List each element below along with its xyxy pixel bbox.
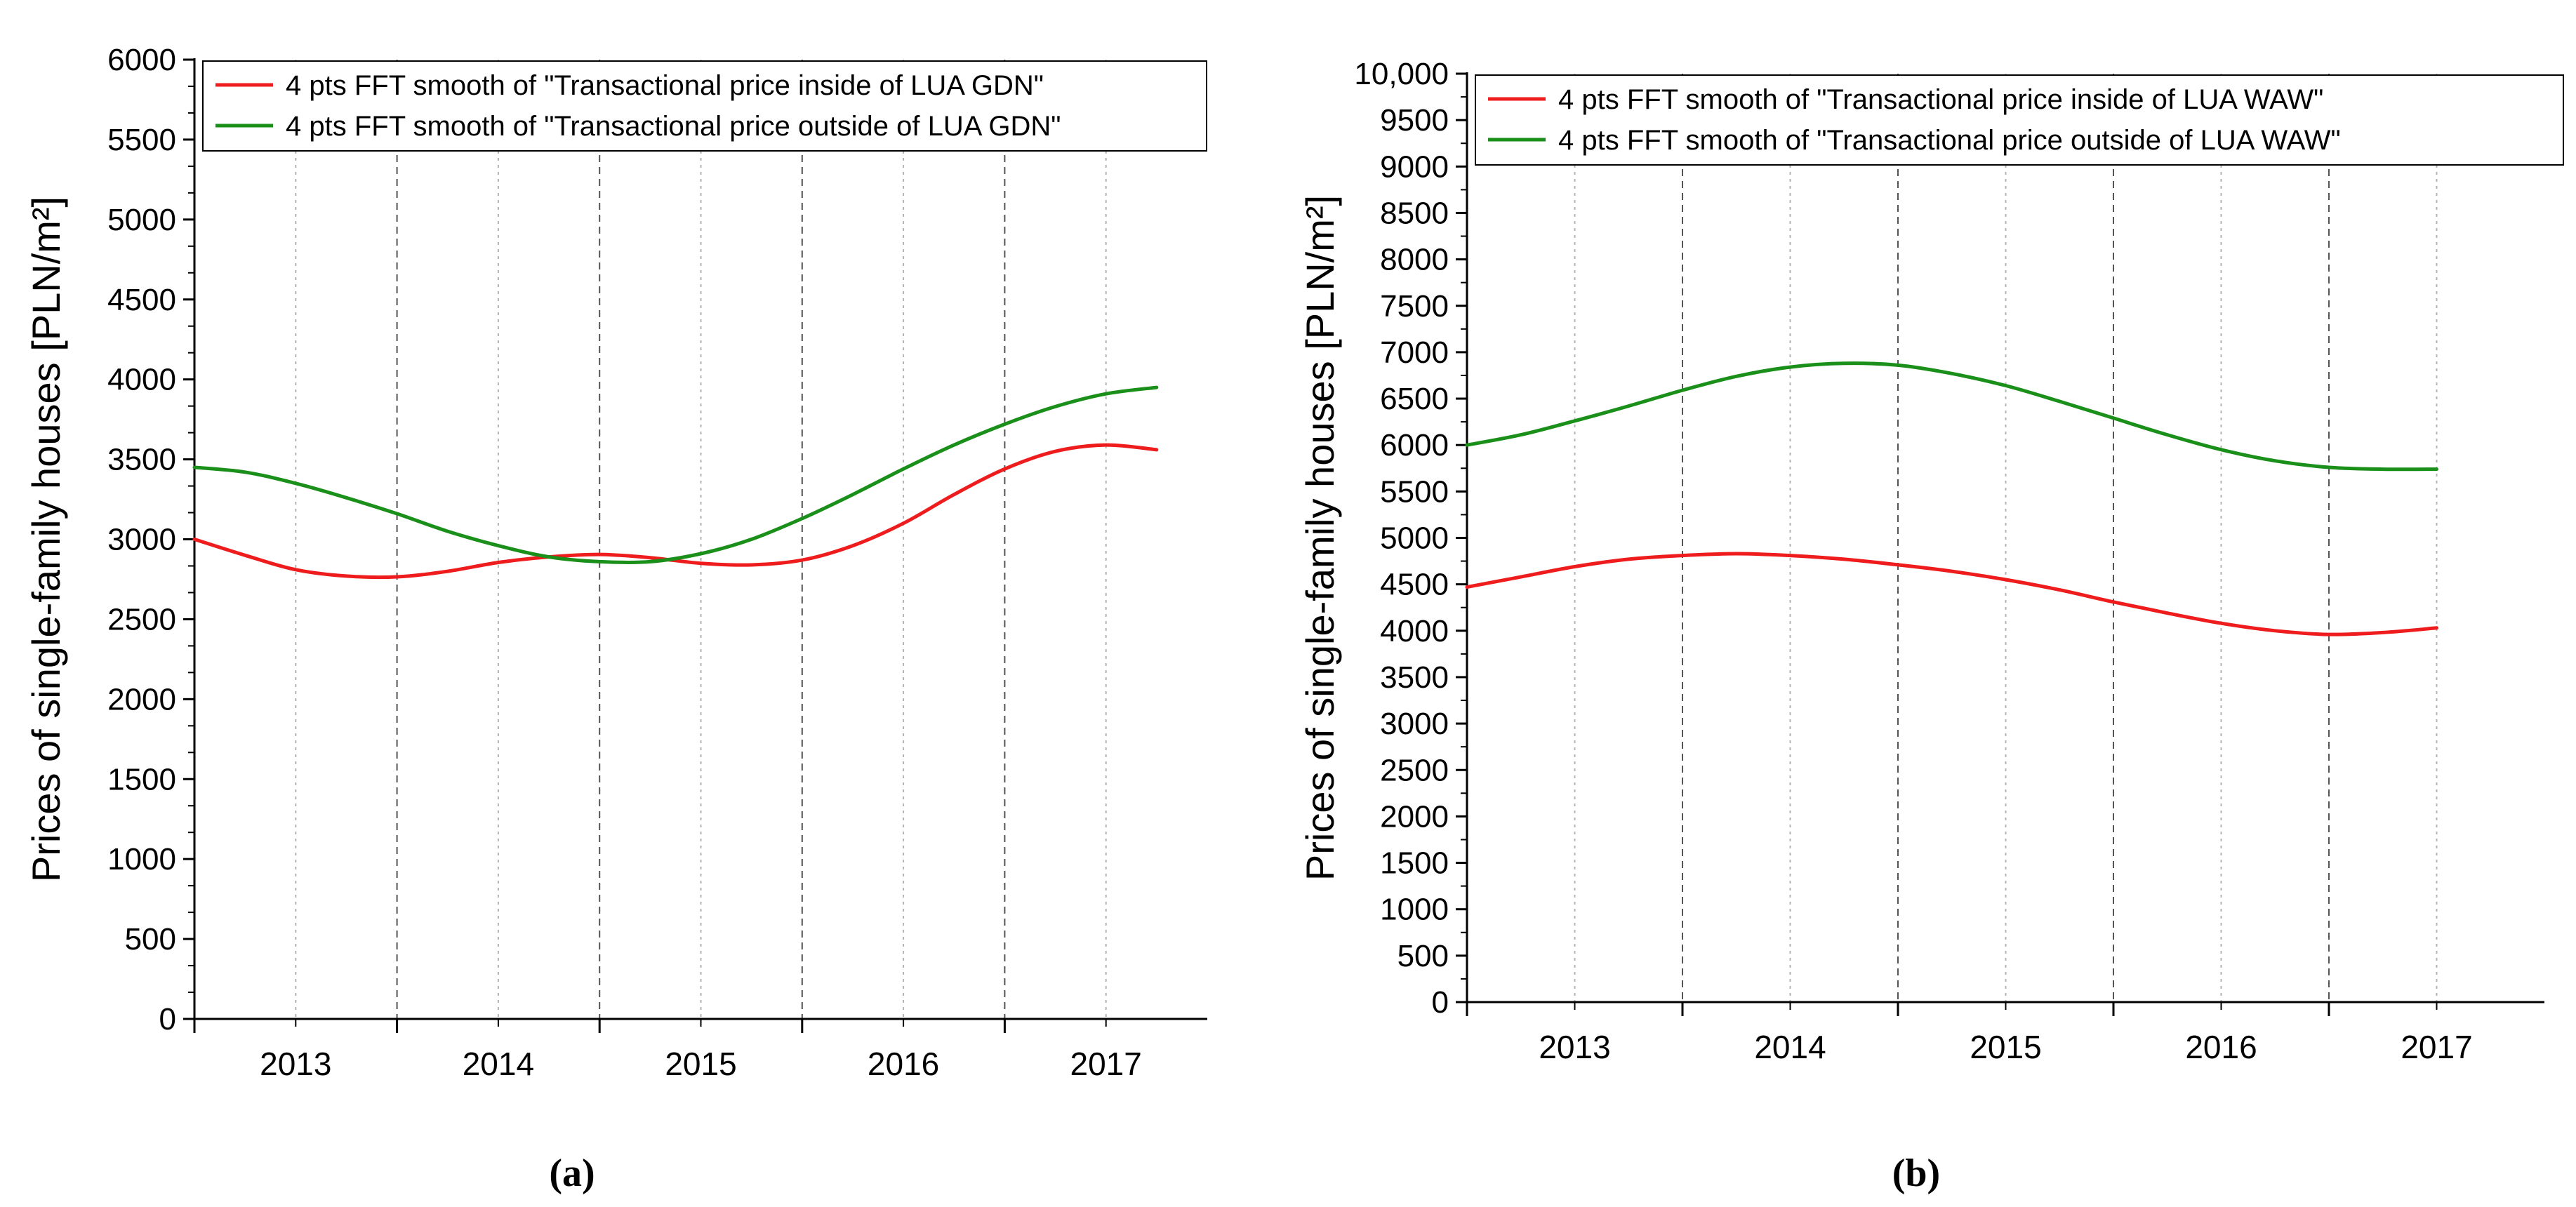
panel-a-x-tick-label-2016: 2016	[868, 1046, 939, 1082]
panel-a-y-tick-label: 5500	[107, 123, 176, 157]
panel-a-x-tick-label-2015: 2015	[665, 1046, 736, 1082]
chart-panel-a: 0 500 1000 1500 2000 2500 3000 3500 4000 4500 5000…	[24, 43, 1207, 1082]
panel-a-y-tick-label: 500	[125, 922, 176, 956]
panel-b-y-tick-label: 8000	[1380, 243, 1449, 277]
panel-b-y-tick-label: 4000	[1380, 614, 1449, 648]
panel-b-x-tick-label-2014: 2014	[1754, 1029, 1826, 1065]
panel-b-y-tick-label: 9000	[1380, 149, 1449, 184]
panel-b-y-tick-label: 9500	[1380, 103, 1449, 138]
panel-b-y-tick-label: 7000	[1380, 335, 1449, 370]
panel-b-y-tick-label: 500	[1397, 939, 1449, 973]
panel-b-x-tick-label-2016: 2016	[2185, 1029, 2257, 1065]
panel-a-x-tick-label-2013: 2013	[260, 1046, 331, 1082]
panel-b-y-tick-label: 3000	[1380, 707, 1449, 741]
panel-b-y-tick-label: 6500	[1380, 382, 1449, 416]
panel-a-series-line-inside	[192, 443, 1159, 580]
panel-a-y-tick-label: 2000	[107, 682, 176, 716]
panel-a-y-tick-label: 5000	[107, 203, 176, 237]
panel-b-x-tick-label-2013: 2013	[1539, 1029, 1610, 1065]
panel-b-y-tick-label: 4500	[1380, 568, 1449, 602]
panel-b-y-tick-label: 6000	[1380, 428, 1449, 462]
panel-a-x-tick-label-2014: 2014	[463, 1046, 534, 1082]
panel-a-legend-box	[202, 60, 1207, 152]
panel-a-y-tick-label: 1000	[107, 842, 176, 876]
panel-b-legend-label-inside: 4 pts FFT smooth of "Transactional price…	[1558, 84, 2323, 115]
panel-a-y-tick-label: 3500	[107, 443, 176, 477]
panel-b-legend-box	[1475, 74, 2564, 166]
panel-b-x-tick-label-2017: 2017	[2401, 1029, 2472, 1065]
panel-caption-b: (b)	[1892, 1152, 1940, 1195]
panel-a-legend-label-outside: 4 pts FFT smooth of "Transactional price…	[286, 111, 1061, 142]
panel-b-y-axis-title: Prices of single-family houses [PLN/m²]	[1298, 195, 1342, 881]
panel-b-series-line-inside	[1465, 552, 2438, 636]
panel-a-y-tick-label: 3000	[107, 523, 176, 557]
panel-a-legend-label-inside: 4 pts FFT smooth of "Transactional price…	[286, 70, 1044, 101]
panel-b-y-tick-label: 0	[1432, 985, 1449, 1020]
panel-b-y-tick-label: 7500	[1380, 289, 1449, 324]
panel-b-y-tick-label: 1000	[1380, 893, 1449, 927]
panel-b-y-tick-label: 3500	[1380, 660, 1449, 695]
panel-a-y-tick-label: 6000	[107, 43, 176, 77]
panel-b-y-tick-label: 2500	[1380, 753, 1449, 787]
panel-caption-a: (a)	[549, 1152, 595, 1195]
panel-b-x-tick-label-2015: 2015	[1970, 1029, 2041, 1065]
panel-a-y-tick-label: 0	[159, 1002, 176, 1036]
panel-b-y-tick-label: 1500	[1380, 846, 1449, 881]
panel-a-y-tick-label: 4500	[107, 283, 176, 317]
panel-a-series-line-outside	[192, 385, 1159, 565]
panel-b-y-tick-label: 2000	[1380, 799, 1449, 834]
panel-b-legend-label-outside: 4 pts FFT smooth of "Transactional price…	[1558, 125, 2341, 156]
panel-b-y-tick-label: 5500	[1380, 474, 1449, 509]
panel-b-y-tick-label: 5000	[1380, 521, 1449, 556]
panel-b-series-line-outside	[1465, 361, 2438, 472]
panel-a-y-tick-label: 1500	[107, 762, 176, 796]
panel-b-y-tick-label: 10,000	[1354, 57, 1449, 91]
panel-a-y-axis-title: Prices of single-family houses [PLN/m²]	[24, 196, 68, 882]
panel-a-y-tick-label: 4000	[107, 363, 176, 397]
panel-a-y-tick-label: 2500	[107, 602, 176, 636]
panel-b-y-tick-label: 8500	[1380, 196, 1449, 230]
chart-panel-b: 0 500 1000 1500 2000 2500 3000 3500 4000 4500 5000…	[1298, 57, 2564, 1065]
panel-a-x-tick-label-2017: 2017	[1070, 1046, 1142, 1082]
